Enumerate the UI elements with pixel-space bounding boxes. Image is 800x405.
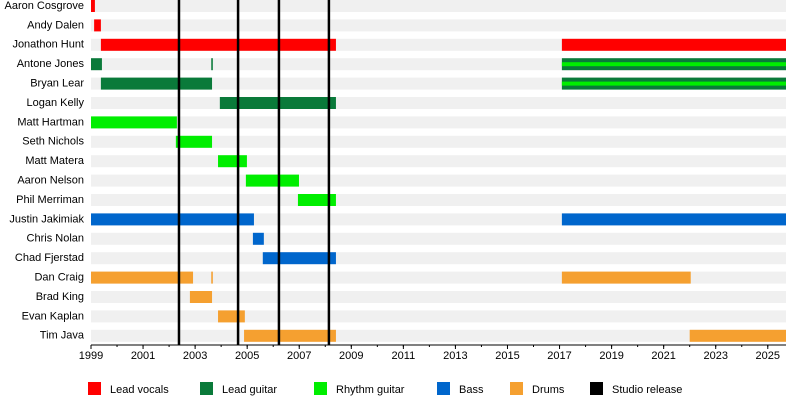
member-label: Andy Dalen <box>27 19 84 31</box>
x-tick-label: 2023 <box>703 350 727 362</box>
member-label: Chris Nolan <box>27 233 84 245</box>
member-bar <box>91 58 102 71</box>
x-tick-label: 1999 <box>79 350 103 362</box>
bar-stripe <box>561 81 786 86</box>
legend-label: Studio release <box>612 384 682 396</box>
row-band <box>91 135 786 148</box>
member-bar <box>218 155 247 168</box>
x-tick-label: 2011 <box>392 350 416 362</box>
legend-swatch <box>437 382 450 395</box>
row-band <box>91 174 786 187</box>
legend-label: Drums <box>532 384 565 396</box>
member-label: Antone Jones <box>17 58 85 70</box>
bar-stripe <box>561 62 786 67</box>
x-tick-label: 2021 <box>651 350 675 362</box>
member-label: Tim Java <box>40 330 85 342</box>
legend-swatch <box>510 382 523 395</box>
legend-swatch <box>314 382 327 395</box>
legend-swatch <box>88 382 101 395</box>
member-label: Chad Fjerstad <box>15 252 84 264</box>
row-band <box>91 19 786 32</box>
member-label: Aaron Cosgrove <box>5 0 85 12</box>
x-tick-label: 2017 <box>547 350 571 362</box>
row-band <box>91 97 786 109</box>
member-label: Brad King <box>36 291 84 303</box>
legend-swatch <box>590 382 603 395</box>
member-bar <box>91 116 177 129</box>
legend-label: Lead vocals <box>110 384 169 396</box>
row-band <box>91 329 786 342</box>
row-band <box>91 291 786 303</box>
member-label: Matt Hartman <box>17 116 84 128</box>
member-bar <box>218 310 245 323</box>
x-tick-label: 2013 <box>443 350 467 362</box>
member-label: Matt Matera <box>25 155 85 167</box>
member-bar <box>252 232 264 245</box>
member-label: Evan Kaplan <box>22 310 84 322</box>
member-bar <box>91 0 95 12</box>
member-bar <box>94 19 101 32</box>
member-label: Dan Craig <box>34 272 84 284</box>
member-bar <box>189 291 213 303</box>
row-band <box>91 310 786 323</box>
row-band <box>91 155 786 168</box>
member-bar <box>561 271 691 284</box>
member-label: Aaron Nelson <box>17 175 84 187</box>
member-label: Seth Nichols <box>22 136 84 148</box>
x-tick-label: 2009 <box>339 350 363 362</box>
member-label: Phil Merriman <box>16 194 84 206</box>
member-bar <box>262 252 336 265</box>
member-bar <box>175 135 213 148</box>
member-label: Jonathon Hunt <box>12 39 84 51</box>
member-bar <box>561 38 786 51</box>
row-band <box>91 232 786 245</box>
x-tick-label: 2003 <box>183 350 207 362</box>
row-band <box>91 58 786 71</box>
member-bar <box>100 38 336 51</box>
x-tick-label: 2005 <box>235 350 259 362</box>
member-bar <box>211 271 213 284</box>
member-label: Bryan Lear <box>30 78 84 90</box>
member-bar <box>297 194 336 206</box>
member-bar <box>100 77 213 90</box>
legend-label: Bass <box>459 384 484 396</box>
member-bar <box>689 329 786 342</box>
x-tick-label: 2007 <box>287 350 311 362</box>
member-bar <box>245 174 299 187</box>
member-label: Logan Kelly <box>27 97 85 109</box>
row-band <box>91 0 786 12</box>
legend-label: Lead guitar <box>222 384 277 396</box>
x-tick-label: 2025 <box>756 350 780 362</box>
x-tick-label: 2015 <box>495 350 519 362</box>
member-bar <box>244 329 336 342</box>
member-bar <box>91 271 194 284</box>
legend-swatch <box>200 382 213 395</box>
member-label: Justin Jakimiak <box>9 213 84 225</box>
member-bar <box>91 213 254 226</box>
row-band <box>91 194 786 206</box>
x-tick-label: 2019 <box>599 350 623 362</box>
x-tick-label: 2001 <box>131 350 155 362</box>
row-band <box>91 252 786 265</box>
row-band <box>91 116 786 129</box>
legend-label: Rhythm guitar <box>336 384 405 396</box>
member-bar <box>211 58 213 71</box>
member-bar <box>561 213 786 226</box>
